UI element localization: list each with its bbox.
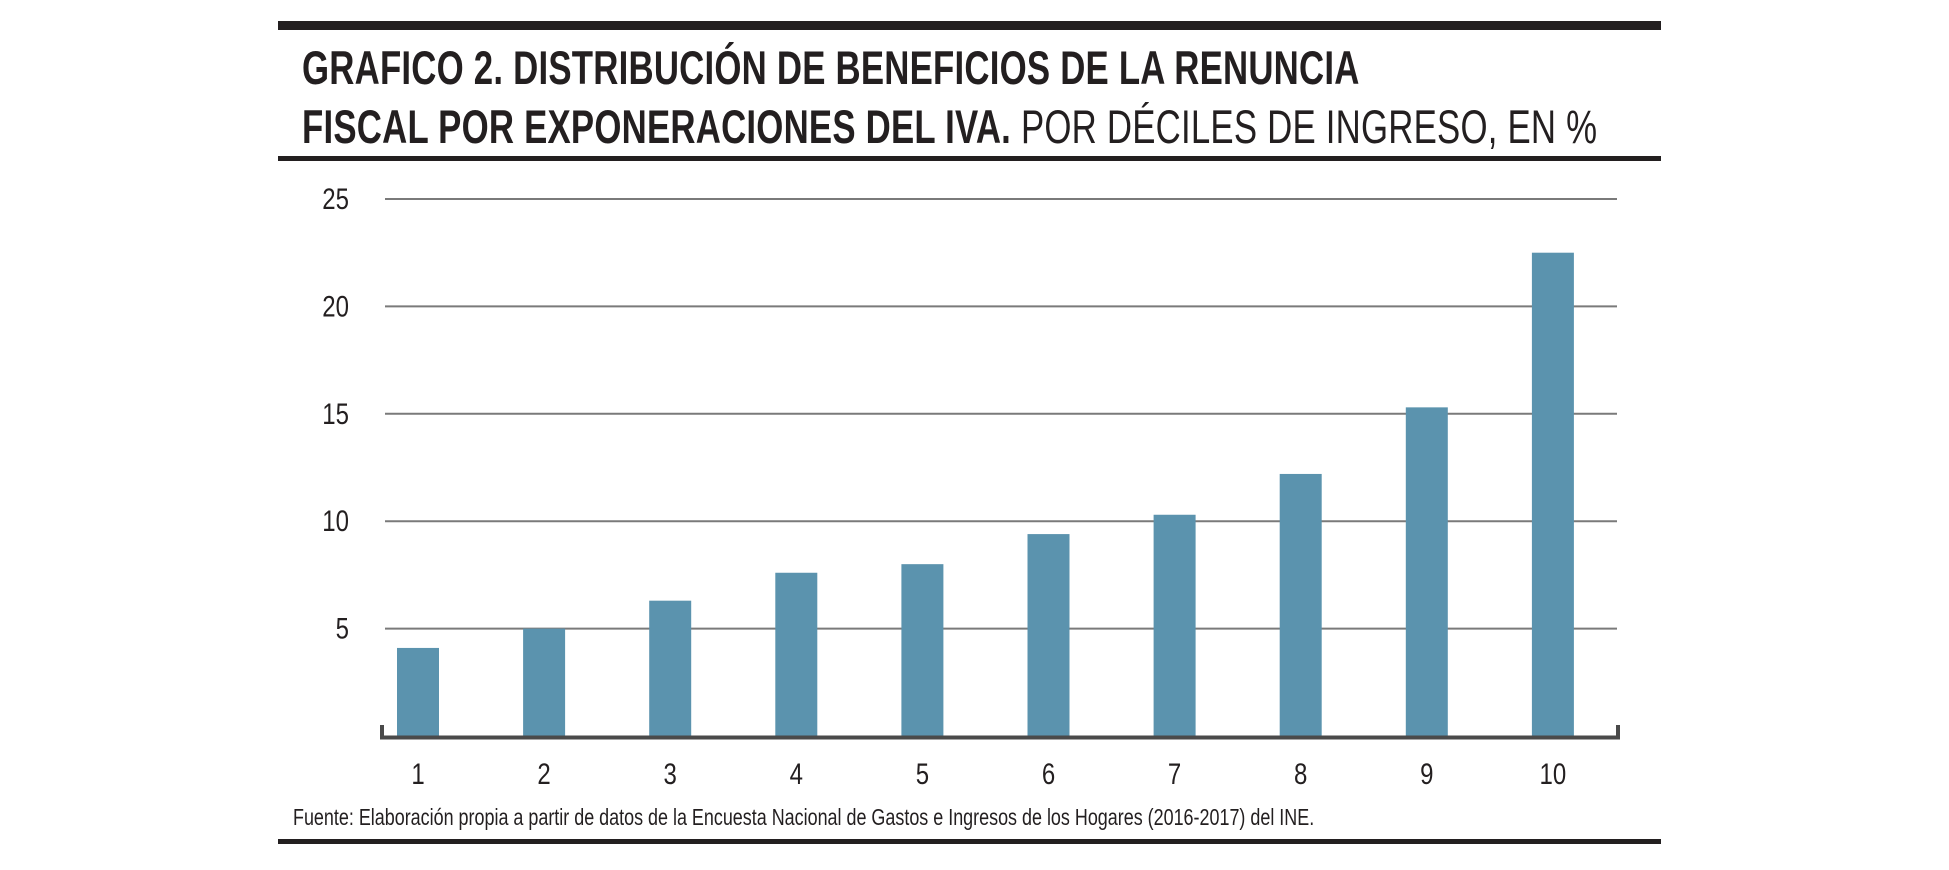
- bar-decile-1: [397, 647, 439, 736]
- bar-decile-7: [1153, 514, 1196, 736]
- y-tick-label-5: 5: [336, 611, 349, 645]
- chart-subtitle: POR DÉCILES DE INGRESO, EN %: [1011, 100, 1598, 153]
- y-tick-label-10: 10: [322, 504, 349, 538]
- source-footnote: Fuente: Elaboración propia a partir de d…: [293, 804, 1315, 830]
- y-tick-label-15: 15: [322, 396, 349, 430]
- x-tick-label-5: 5: [916, 756, 929, 790]
- x-tick-label-6: 6: [1042, 756, 1055, 790]
- title-underline-rule: [278, 156, 1661, 161]
- bottom-rule: [278, 839, 1661, 844]
- x-tick-label-10: 10: [1540, 756, 1567, 790]
- bar-decile-9: [1405, 407, 1448, 736]
- bar-decile-8: [1279, 473, 1322, 736]
- chart-title-line-1: GRAFICO 2. DISTRIBUCIÓN DE BENEFICIOS DE…: [302, 44, 1360, 91]
- x-axis-labels: 1 2 3 4 5 6 7 8 9 10: [411, 756, 1566, 790]
- x-tick-label-2: 2: [537, 756, 550, 790]
- chart-title-bold: GRAFICO 2. DISTRIBUCIÓN DE BENEFICIOS DE…: [302, 41, 1360, 94]
- x-tick-label-7: 7: [1168, 756, 1181, 790]
- bar-decile-4: [775, 572, 818, 736]
- chart-title-line-2: FISCAL POR EXPONERACIONES DEL IVA. POR D…: [302, 103, 1597, 150]
- bar-decile-6: [1027, 534, 1070, 736]
- y-tick-label-25: 25: [322, 181, 349, 215]
- x-tick-label-4: 4: [790, 756, 803, 790]
- x-tick-label-9: 9: [1420, 756, 1433, 790]
- chart-title-bold-2: FISCAL POR EXPONERACIONES DEL IVA.: [302, 100, 1012, 153]
- bars: [397, 252, 1574, 736]
- y-axis-labels: 5 10 15 20 25: [322, 181, 349, 645]
- x-axis: [380, 725, 1620, 740]
- bar-decile-10: [1531, 252, 1574, 736]
- top-rule: [278, 21, 1661, 30]
- y-tick-label-20: 20: [322, 289, 349, 323]
- x-tick-label-1: 1: [411, 756, 424, 790]
- bar-decile-5: [901, 564, 944, 736]
- x-tick-label-3: 3: [664, 756, 677, 790]
- bar-decile-2: [523, 628, 566, 736]
- bar-decile-3: [649, 600, 692, 736]
- x-tick-label-8: 8: [1294, 756, 1307, 790]
